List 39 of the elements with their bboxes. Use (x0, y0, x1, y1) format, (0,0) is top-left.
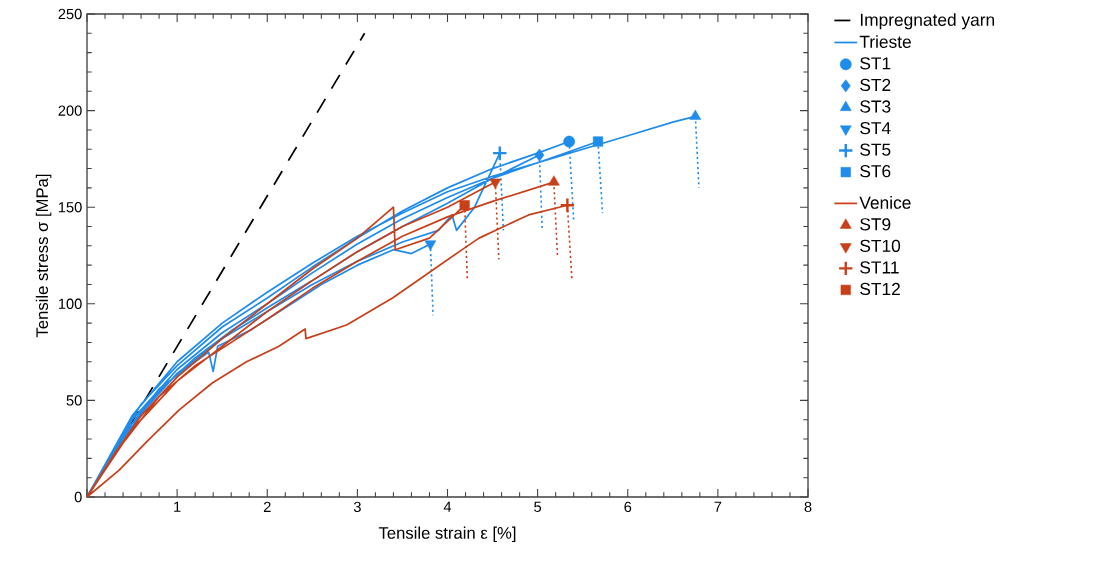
y-tick-label: 250 (58, 8, 82, 20)
point (548, 175, 560, 186)
point (534, 148, 545, 162)
y-axis-title: Tensile stress σ [MPa] (35, 174, 52, 338)
legend-label: Venice (859, 196, 911, 209)
y-tick-label: 100 (58, 298, 82, 309)
x-tick-label: 3 (353, 501, 361, 513)
point (563, 135, 576, 148)
legend-label: Trieste (859, 35, 911, 48)
y-tick-label: 0 (74, 491, 82, 503)
x-tick-label: 2 (263, 501, 271, 512)
x-axis-title: Tensile strain ε [%] (378, 526, 516, 543)
point (424, 240, 437, 251)
legend-label: ST3 (860, 100, 891, 113)
point (489, 178, 502, 189)
point (559, 197, 576, 214)
legend-label: ST4 (860, 121, 891, 135)
y-tick-label: 50 (66, 395, 82, 406)
x-tick-label: 5 (534, 501, 542, 512)
x-tick-label: 4 (443, 501, 452, 512)
legend-label: Impregnated yarn (860, 13, 995, 30)
x-tick-label: 7 (714, 501, 722, 512)
point (491, 145, 508, 161)
legend-label: ST12 (860, 282, 900, 296)
x-tick-label: 8 (804, 501, 812, 513)
legend-label: ST2 (860, 78, 891, 92)
point (689, 109, 702, 120)
x-tick-label: 6 (624, 501, 632, 513)
point (592, 136, 604, 147)
y-tick-label: 200 (58, 105, 82, 116)
y-tick-label: 150 (58, 202, 82, 213)
legend-label: ST10 (860, 239, 901, 252)
legend-label: ST1 (860, 57, 891, 70)
legend-label: ST6 (860, 165, 891, 178)
legend-label: ST11 (860, 261, 899, 274)
x-tick-label: 1 (174, 501, 181, 512)
point (459, 200, 470, 211)
legend-label: ST5 (860, 143, 891, 156)
legend-label: ST9 (860, 218, 891, 231)
